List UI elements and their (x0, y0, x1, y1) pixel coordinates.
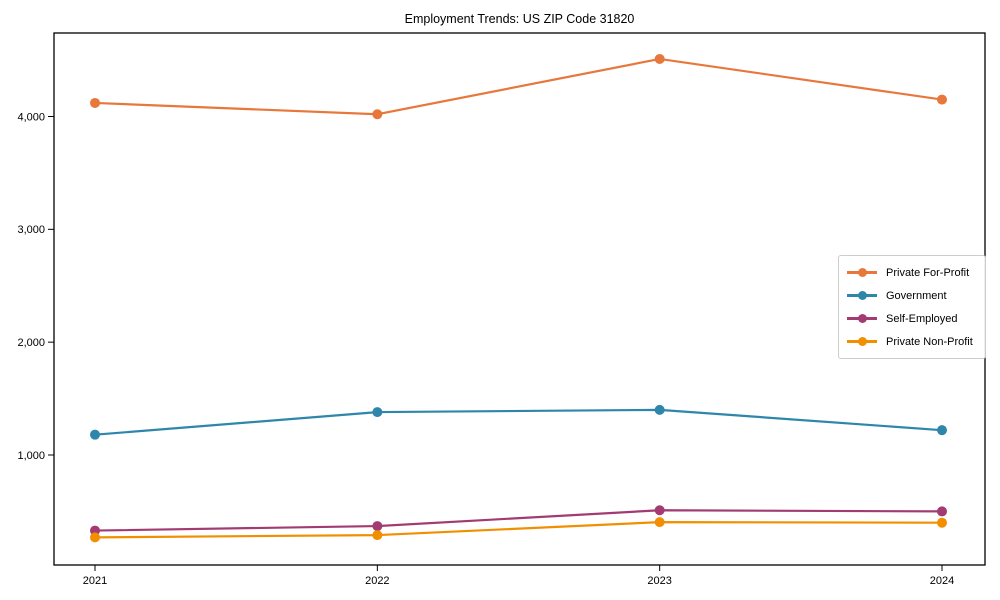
series-line-self-employed (94, 509, 943, 532)
legend-marker-icon (847, 268, 877, 277)
y-axis-tick-label: 2,000 (17, 337, 45, 349)
legend-item-private-for-profit: Private For-Profit (847, 261, 977, 284)
y-axis-tick-label: 3,000 (17, 224, 45, 236)
legend-item-private-non-profit: Private Non-Profit (847, 330, 977, 353)
legend-item-self-employed: Self-Employed (847, 307, 977, 330)
legend: Private For-Profit Government Self-Employe… (838, 255, 986, 359)
data-point-private-non-profit (372, 530, 383, 541)
data-point-government (937, 425, 947, 436)
data-point-government (654, 404, 665, 415)
legend-item-government: Government (847, 284, 977, 307)
x-axis-tick-label: 2022 (365, 575, 389, 587)
data-point-private-for-profit (654, 53, 665, 64)
legend-label: Government (886, 289, 947, 302)
data-point-self-employed (937, 506, 947, 517)
legend-marker-icon (847, 291, 877, 300)
data-point-private-for-profit (90, 97, 100, 108)
data-point-government (372, 407, 383, 418)
data-point-private-for-profit (937, 94, 947, 105)
x-axis-tick-label: 2021 (83, 575, 107, 587)
data-point-self-employed (372, 521, 383, 532)
legend-marker-icon (847, 314, 877, 323)
y-axis-tick-label: 1,000 (17, 450, 45, 462)
series-line-private-non-profit (94, 521, 943, 539)
data-point-private-for-profit (372, 109, 383, 120)
series-line-private-for-profit (94, 57, 943, 116)
data-point-private-non-profit (937, 517, 947, 528)
data-point-self-employed (654, 505, 665, 516)
chart-title: Employment Trends: US ZIP Code 31820 (404, 12, 635, 26)
data-point-private-non-profit (90, 532, 100, 543)
x-axis-tick-label: 2024 (930, 575, 954, 587)
data-point-private-non-profit (654, 517, 665, 528)
y-axis-tick-label: 4,000 (17, 111, 45, 123)
data-point-government (90, 429, 100, 440)
x-axis-tick-label: 2023 (647, 575, 671, 587)
legend-label: Private Non-Profit (886, 335, 973, 348)
series-line-government (94, 408, 943, 436)
legend-label: Private For-Profit (886, 266, 970, 279)
legend-label: Self-Employed (886, 312, 958, 325)
legend-marker-icon (847, 337, 877, 346)
